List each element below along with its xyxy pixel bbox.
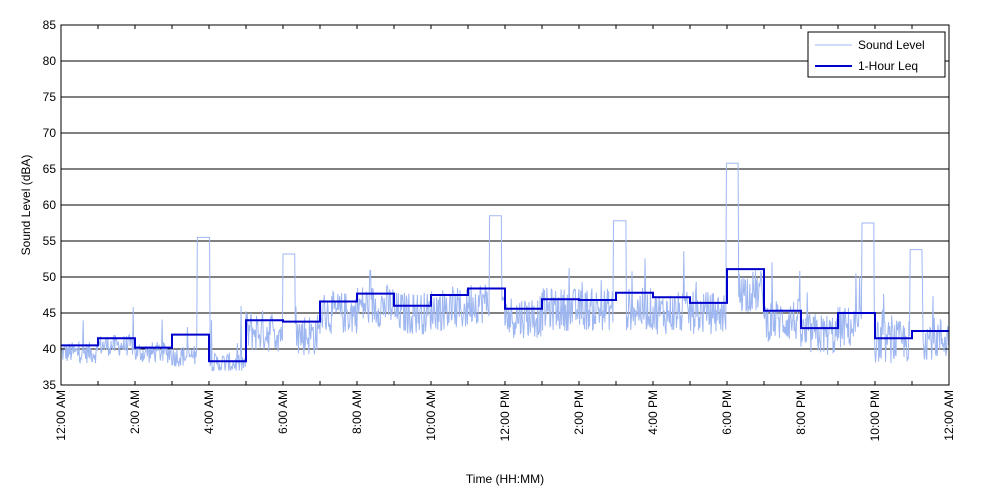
y-tick-label: 75 bbox=[43, 90, 57, 104]
y-tick-label: 85 bbox=[43, 18, 57, 32]
legend-label-leq: 1-Hour Leq bbox=[858, 59, 918, 73]
sound-level-series bbox=[60, 162, 950, 372]
y-axis-ticks: 35 40 45 50 55 60 65 70 75 80 85 bbox=[43, 18, 949, 392]
leq-step-line bbox=[61, 268, 949, 363]
y-tick-label: 70 bbox=[43, 126, 57, 140]
y-tick-label: 60 bbox=[43, 198, 57, 212]
x-tick-label: 10:00 PM bbox=[868, 390, 882, 441]
legend-label-sound-level: Sound Level bbox=[858, 38, 925, 52]
y-tick-label: 65 bbox=[43, 162, 57, 176]
x-tick-label: 12:00 AM bbox=[942, 390, 956, 441]
y-axis-label: Sound Level (dBA) bbox=[19, 155, 33, 256]
legend: Sound Level 1-Hour Leq bbox=[807, 31, 946, 78]
y-tick-label: 35 bbox=[43, 378, 57, 392]
x-tick-label: 8:00 PM bbox=[794, 390, 808, 435]
y-tick-label: 80 bbox=[43, 54, 57, 68]
x-tick-label: 8:00 AM bbox=[350, 390, 364, 434]
x-tick-label: 2:00 AM bbox=[128, 390, 142, 434]
sound-level-line bbox=[60, 162, 950, 372]
y-tick-label: 40 bbox=[43, 342, 57, 356]
x-tick-label: 12:00 AM bbox=[54, 390, 68, 441]
x-tick-label: 2:00 PM bbox=[572, 390, 586, 435]
x-tick-label: 6:00 PM bbox=[720, 390, 734, 435]
y-tick-label: 45 bbox=[43, 306, 57, 320]
x-tick-label: 4:00 PM bbox=[646, 390, 660, 435]
x-axis-ticks: 12:00 AM 2:00 AM 4:00 AM 6:00 AM 8:00 AM 10:0… bbox=[54, 25, 956, 441]
y-tick-label: 50 bbox=[43, 270, 57, 284]
legend-box bbox=[807, 31, 946, 78]
x-tick-label: 10:00 AM bbox=[424, 390, 438, 441]
x-tick-label: 12:00 PM bbox=[498, 390, 512, 441]
y-tick-label: 55 bbox=[43, 234, 57, 248]
x-tick-label: 6:00 AM bbox=[276, 390, 290, 434]
x-tick-label: 4:00 AM bbox=[202, 390, 216, 434]
x-axis-label: Time (HH:MM) bbox=[466, 472, 544, 486]
leq-series bbox=[61, 268, 949, 363]
